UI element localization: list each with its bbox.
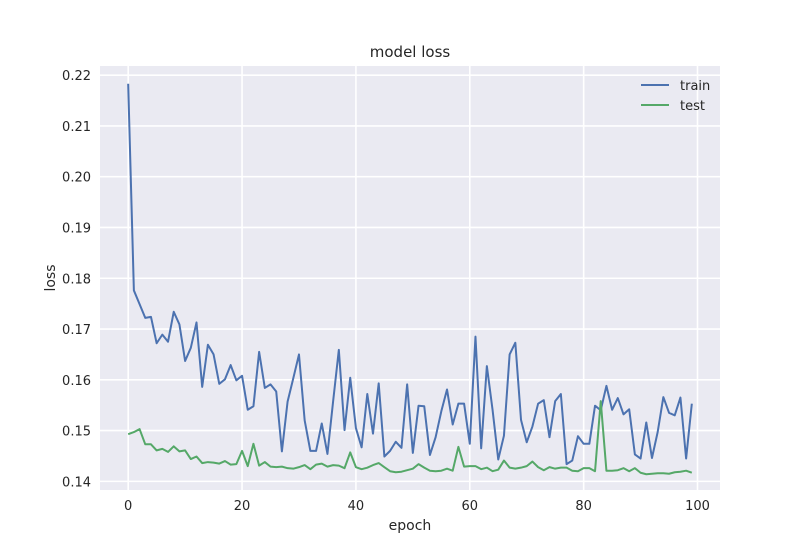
series-line-test <box>127 400 693 476</box>
legend-label-train: train <box>680 79 710 94</box>
series-line-train <box>127 83 693 466</box>
y-tick-label: 0.22 <box>62 69 91 84</box>
x-tick-label: 20 <box>234 499 251 514</box>
x-tick-label: 60 <box>462 499 479 514</box>
y-tick-label: 0.17 <box>62 323 91 338</box>
x-axis-label: epoch <box>389 518 432 534</box>
legend-label-test: test <box>680 99 705 114</box>
x-tick-label: 80 <box>575 499 592 514</box>
y-tick-label: 0.16 <box>62 374 91 389</box>
y-tick-label: 0.14 <box>62 475 91 490</box>
y-tick-label: 0.19 <box>62 221 91 236</box>
x-axis-ticks: 0 20 40 60 80 100 <box>124 499 710 514</box>
series-lines <box>127 83 693 476</box>
y-axis-ticks: 0.14 0.15 0.16 0.17 0.18 0.19 0.20 0.21 0.22 <box>62 69 91 490</box>
y-tick-label: 0.21 <box>62 120 91 135</box>
x-tick-label: 100 <box>685 499 710 514</box>
legend: train test <box>641 79 710 114</box>
chart-title: model loss <box>370 43 451 61</box>
y-tick-label: 0.18 <box>62 272 91 287</box>
y-axis-label: loss <box>43 264 59 291</box>
y-tick-label: 0.20 <box>62 171 91 186</box>
x-tick-label: 0 <box>124 499 132 514</box>
x-tick-label: 40 <box>348 499 365 514</box>
y-tick-label: 0.15 <box>62 425 91 440</box>
